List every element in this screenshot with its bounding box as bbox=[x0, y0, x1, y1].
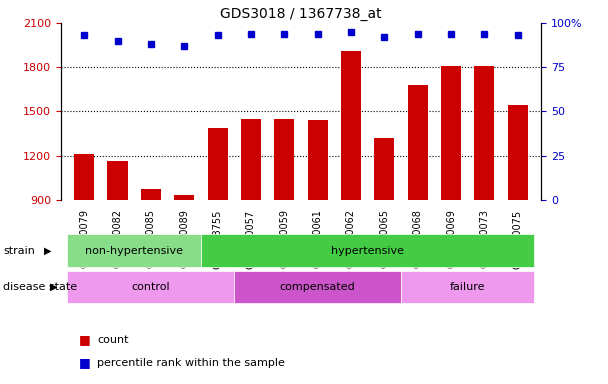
Text: control: control bbox=[131, 282, 170, 292]
Bar bbox=[241, 119, 261, 200]
Text: ■: ■ bbox=[79, 356, 91, 369]
Text: strain: strain bbox=[3, 245, 35, 256]
Text: ▶: ▶ bbox=[50, 282, 58, 292]
Bar bbox=[474, 66, 494, 200]
Text: compensated: compensated bbox=[280, 282, 356, 292]
Title: GDS3018 / 1367738_at: GDS3018 / 1367738_at bbox=[220, 7, 382, 21]
Bar bbox=[441, 66, 461, 200]
Text: percentile rank within the sample: percentile rank within the sample bbox=[97, 358, 285, 368]
Bar bbox=[341, 51, 361, 200]
Text: non-hypertensive: non-hypertensive bbox=[85, 245, 183, 256]
Bar bbox=[108, 161, 128, 200]
Text: ■: ■ bbox=[79, 333, 91, 346]
Bar bbox=[74, 154, 94, 200]
Text: ▶: ▶ bbox=[44, 245, 51, 256]
Bar bbox=[207, 127, 227, 200]
Bar bbox=[308, 120, 328, 200]
Bar bbox=[174, 195, 194, 200]
Text: failure: failure bbox=[450, 282, 485, 292]
Text: hypertensive: hypertensive bbox=[331, 245, 404, 256]
Text: disease state: disease state bbox=[3, 282, 77, 292]
Text: count: count bbox=[97, 335, 129, 345]
Bar bbox=[274, 119, 294, 200]
Bar bbox=[141, 189, 161, 200]
Bar bbox=[408, 85, 427, 200]
Bar bbox=[508, 106, 528, 200]
Bar bbox=[375, 138, 395, 200]
